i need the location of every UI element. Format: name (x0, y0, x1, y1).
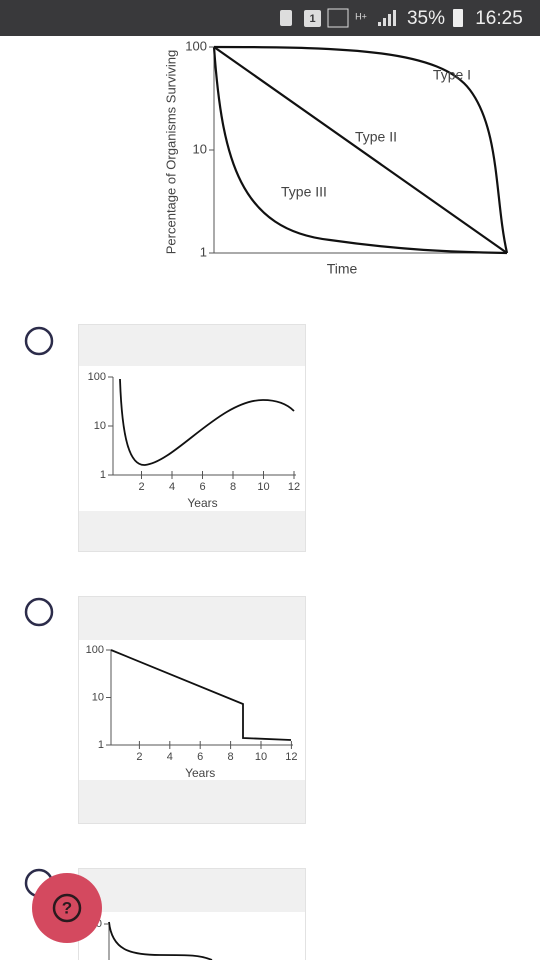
x-tick-label: 12 (285, 751, 297, 763)
help-icon-ring (52, 893, 82, 923)
radio-button[interactable] (24, 597, 54, 627)
chart-area (79, 912, 305, 960)
x-tick-label: 10 (255, 751, 267, 763)
x-tick-label: 4 (167, 751, 173, 763)
survival-curve (213, 45, 509, 254)
x-axis-label: Years (185, 766, 215, 780)
y-tick-label: 100 (185, 38, 207, 53)
radio-button[interactable] (24, 326, 54, 356)
chart-area (79, 366, 305, 511)
x-axis-label: Time (327, 261, 358, 277)
x-tick-label: 6 (199, 481, 205, 493)
network-label: H+ (355, 11, 367, 21)
battery-icon (453, 9, 463, 27)
curve-label: Type III (281, 184, 327, 200)
battery-percent: 35% (407, 8, 445, 29)
survival-curve (119, 378, 295, 466)
y-axis-label: Percentage of Organisms Surviving (163, 50, 178, 254)
y-tick-label: 10 (94, 420, 106, 432)
curve-label: Type II (355, 129, 397, 145)
y-tick-label: 10 (193, 141, 207, 156)
y-tick-label: 100 (86, 644, 104, 656)
x-tick-label: 6 (197, 751, 203, 763)
x-tick-label: 8 (228, 751, 234, 763)
status-bar (0, 0, 540, 36)
help-icon: ? (62, 898, 72, 917)
signal-bars (378, 10, 396, 26)
help-button[interactable] (32, 873, 102, 943)
survival-curve (110, 649, 292, 741)
signal-icon (327, 8, 349, 28)
chart-area (79, 640, 305, 780)
y-tick-label: 1 (100, 469, 106, 481)
x-tick-label: 12 (288, 481, 300, 493)
x-axis-label: Years (187, 496, 217, 510)
y-tick-label: 1 (98, 739, 104, 751)
x-tick-label: 2 (136, 751, 142, 763)
y-tick-label: 100 (88, 371, 106, 383)
x-tick-label: 2 (138, 481, 144, 493)
clock: 16:25 (475, 8, 523, 29)
y-tick-label: 10 (92, 691, 104, 703)
y-tick-label: 1 (200, 244, 207, 259)
survival-curve (212, 46, 508, 255)
sim-label: 1 (309, 13, 315, 25)
icon (280, 10, 292, 26)
curve-label: Type I (433, 67, 471, 83)
sim-icon (304, 10, 321, 27)
x-tick-label: 10 (257, 481, 269, 493)
survival-curve (108, 921, 213, 960)
survival-curve (213, 46, 508, 254)
x-tick-label: 4 (169, 481, 175, 493)
x-tick-label: 8 (230, 481, 236, 493)
